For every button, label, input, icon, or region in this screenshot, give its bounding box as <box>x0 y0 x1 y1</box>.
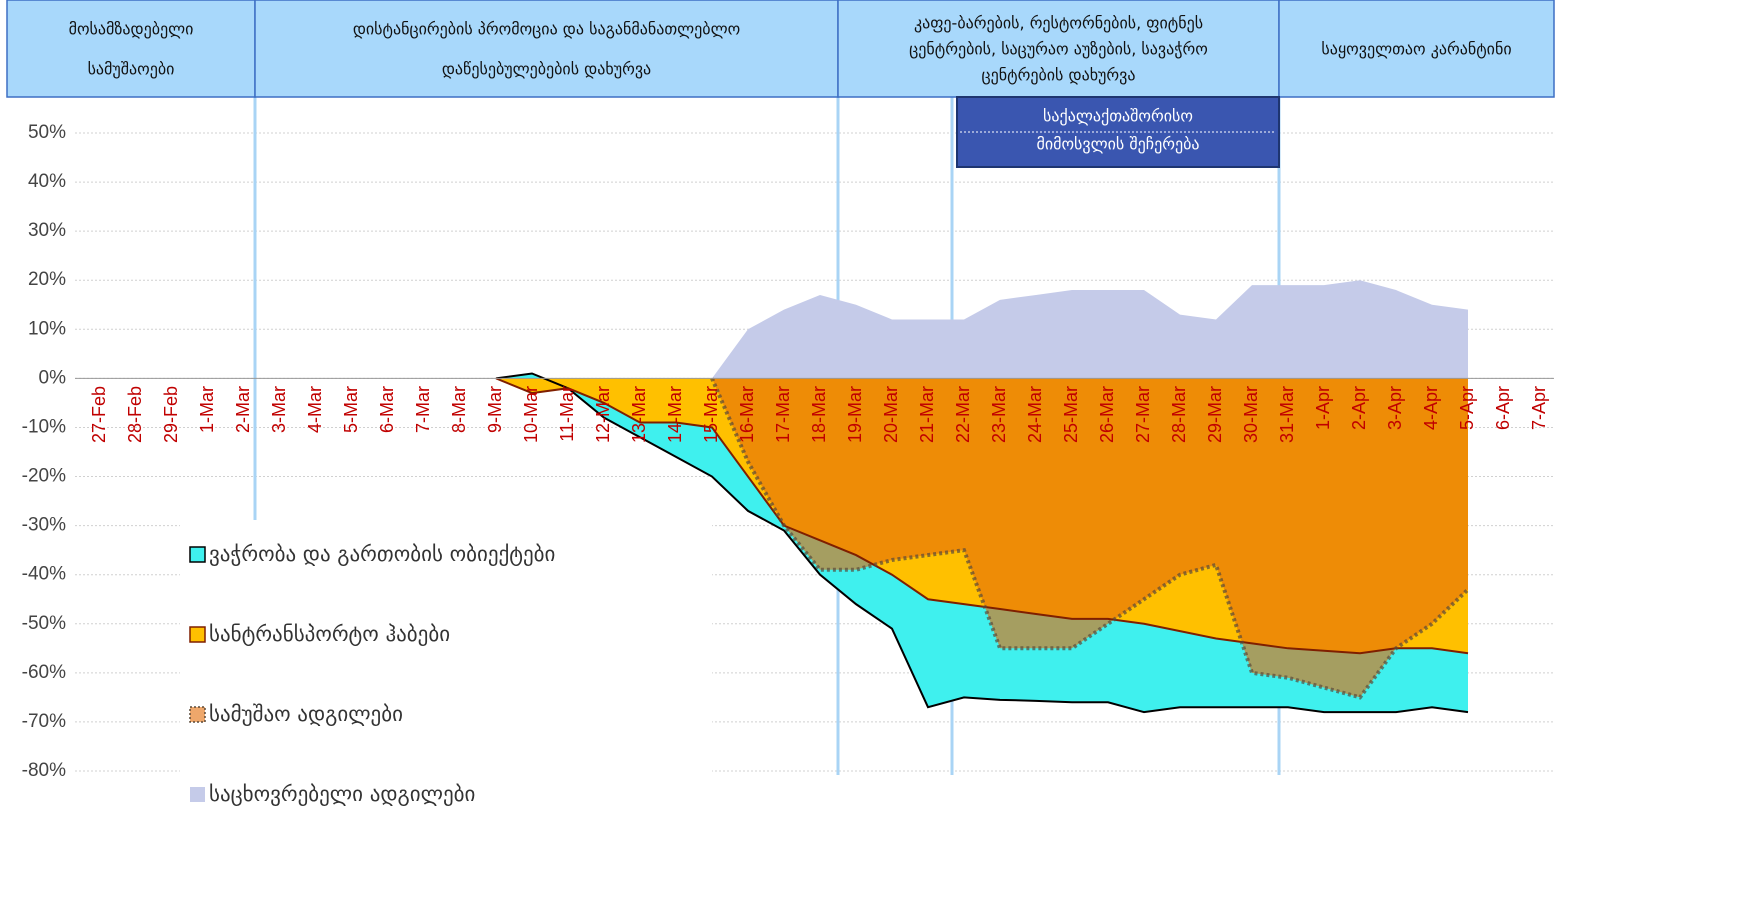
legend-label: ვაჭრობა და გართობის ობიექტები <box>209 542 555 566</box>
y-tick-label: -50% <box>22 613 66 634</box>
phase-label: დაწესებულებების დახურვა <box>442 60 651 79</box>
x-tick-label: 27-Feb <box>89 386 109 443</box>
phase-header <box>837 0 1280 98</box>
y-tick-label: -20% <box>22 466 66 487</box>
phase-label: კაფე-ბარების, რესტორნების, ფიტნეს <box>914 14 1203 33</box>
phase-header <box>1278 0 1555 98</box>
phase-label: სამუშაოები <box>88 60 175 79</box>
legend-label: სანტრანსპორტო ჰაბები <box>209 622 450 646</box>
y-tick-label: -80% <box>22 760 66 781</box>
y-tick-label: -60% <box>22 662 66 683</box>
phase-label: დისტანცირების პრომოცია და საგანმანათლებლ… <box>353 20 740 39</box>
x-tick-label: 5-Mar <box>341 386 361 433</box>
x-tick-label: 2-Apr <box>1349 386 1369 430</box>
x-tick-label: 7-Apr <box>1529 386 1549 430</box>
phase-label: საყოველთაო კარანტინი <box>1321 40 1511 59</box>
x-tick-label: 28-Feb <box>125 386 145 443</box>
x-tick-label: 3-Mar <box>269 386 289 433</box>
x-tick-label: 1-Apr <box>1313 386 1333 430</box>
x-tick-label: 8-Mar <box>449 386 469 433</box>
series-line <box>710 377 1470 700</box>
x-tick-label: 2-Mar <box>233 386 253 433</box>
annotation-label: მიმოსვლის შეჩერება <box>1036 135 1199 154</box>
x-tick-label: 29-Feb <box>161 386 181 443</box>
y-tick-label: -40% <box>22 564 66 585</box>
x-tick-label: 12-Mar <box>593 386 613 443</box>
x-tick-label: 16-Mar <box>737 386 757 443</box>
x-tick-label: 3-Apr <box>1385 386 1405 430</box>
x-tick-label: 21-Mar <box>917 386 937 443</box>
x-tick-label: 11-Mar <box>557 386 577 442</box>
legend-label: საცხოვრებელი ადგილები <box>209 782 475 806</box>
x-tick-label: 1-Mar <box>197 386 217 433</box>
phase-label: ცენტრების დახურვა <box>982 66 1136 85</box>
x-tick-label: 4-Apr <box>1421 386 1441 430</box>
legend-swatch <box>189 546 206 563</box>
x-tick-label: 25-Mar <box>1061 386 1081 443</box>
legend-background <box>180 520 712 903</box>
x-tick-label: 17-Mar <box>773 386 793 443</box>
legend-swatch <box>189 626 206 643</box>
y-tick-label: 10% <box>28 318 66 339</box>
x-tick-label: 30-Mar <box>1241 386 1261 443</box>
x-tick-label: 20-Mar <box>881 386 901 443</box>
x-tick-label: 31-Mar <box>1277 386 1297 443</box>
y-tick-label: 40% <box>28 171 66 192</box>
legend-swatch <box>189 706 206 723</box>
x-tick-label: 7-Mar <box>413 386 433 433</box>
x-tick-label: 14-Mar <box>665 386 685 443</box>
series-line <box>495 377 1469 655</box>
series-line <box>495 372 1469 714</box>
y-tick-label: -30% <box>22 515 66 536</box>
x-tick-label: 28-Mar <box>1169 386 1189 443</box>
y-tick-label: -70% <box>22 711 66 732</box>
phase-label: მოსამზადებელი <box>69 20 194 39</box>
x-tick-label: 23-Mar <box>989 386 1009 443</box>
x-tick-label: 27-Mar <box>1133 386 1153 443</box>
x-tick-label: 22-Mar <box>953 386 973 443</box>
y-tick-label: 20% <box>28 269 66 290</box>
legend-swatch <box>190 787 205 802</box>
y-tick-label: 0% <box>39 367 67 388</box>
phase-header <box>6 0 256 98</box>
x-tick-label: 6-Apr <box>1493 386 1513 430</box>
area <box>712 280 1468 379</box>
phase-label: ცენტრების, საცურაო აუზების, სავაჭრო <box>909 40 1208 59</box>
x-tick-label: 6-Mar <box>377 386 397 433</box>
x-tick-label: 4-Mar <box>305 386 325 433</box>
x-tick-label: 10-Mar <box>521 386 541 443</box>
x-tick-label: 18-Mar <box>809 386 829 443</box>
y-tick-label: 30% <box>28 220 66 241</box>
phase-header <box>254 0 839 98</box>
x-tick-label: 9-Mar <box>485 386 505 433</box>
x-tick-label: 29-Mar <box>1205 386 1225 443</box>
annotation-label: საქალაქთაშორისო <box>1043 107 1193 126</box>
x-tick-label: 15-Mar <box>701 386 721 443</box>
x-tick-label: 13-Mar <box>629 386 649 443</box>
x-tick-label: 5-Apr <box>1457 386 1477 430</box>
legend-label: სამუშაო ადგილები <box>209 702 403 726</box>
y-tick-label: -10% <box>22 416 66 437</box>
y-tick-label: 50% <box>28 122 66 143</box>
x-tick-label: 19-Mar <box>845 386 865 443</box>
area <box>712 378 1468 698</box>
x-tick-label: 26-Mar <box>1097 386 1117 443</box>
x-tick-label: 24-Mar <box>1025 386 1045 443</box>
